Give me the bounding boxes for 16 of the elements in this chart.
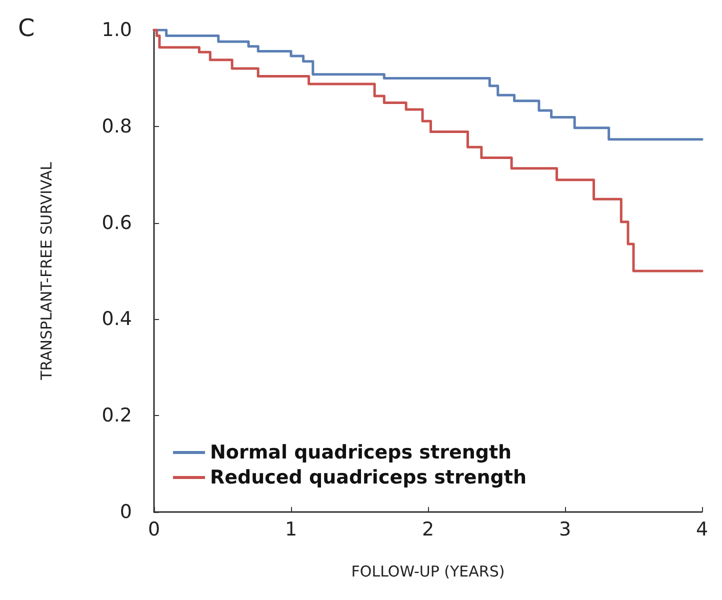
y-tick-label: 0.4 — [102, 308, 132, 330]
y-axis-title: TRANSPLANT-FREE SURVIVAL — [38, 161, 56, 381]
legend-label: Reduced quadriceps strength — [210, 466, 526, 488]
text: C — [18, 14, 35, 42]
x-tick-label: 2 — [422, 518, 434, 540]
y-tick-label: 1.0 — [102, 19, 132, 41]
y-tick-label: 0.8 — [102, 115, 132, 138]
y-tick-label: 0 — [120, 501, 132, 523]
x-tick-label: 3 — [558, 518, 572, 540]
x-tick-label: 0 — [148, 518, 160, 540]
x-tick-label: 4 — [696, 518, 708, 540]
y-tick-label: 0.6 — [102, 212, 132, 234]
x-axis-title: FOLLOW-UP (YEARS) — [351, 562, 505, 580]
y-tick-label: 0.2 — [102, 404, 132, 427]
legend-label: Normal quadriceps strength — [210, 442, 512, 464]
x-tick-label: 1 — [284, 518, 298, 540]
